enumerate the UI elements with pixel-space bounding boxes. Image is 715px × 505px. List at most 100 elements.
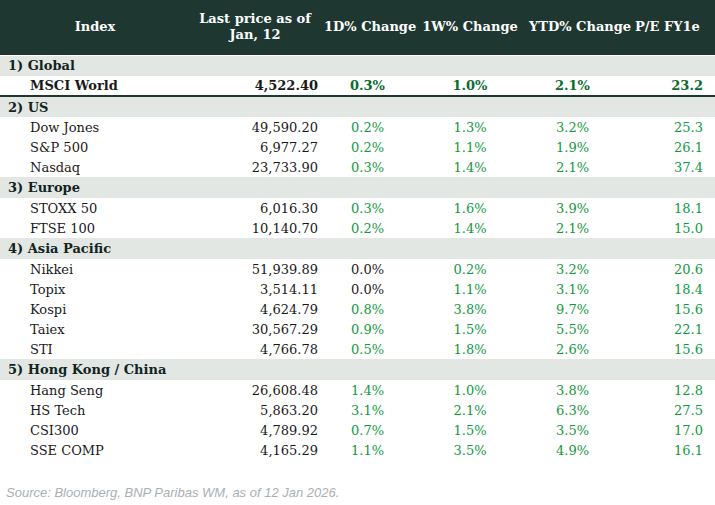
- last-price: 3,514.11: [190, 279, 320, 299]
- change-ytd: 3.5%: [525, 420, 620, 440]
- change-ytd: 2.1%: [525, 157, 620, 177]
- section-row: 5) Hong Kong / China: [0, 359, 715, 380]
- change-1w: 1.0%: [415, 380, 525, 400]
- change-ytd: 1.9%: [525, 137, 620, 157]
- index-name: S&P 500: [0, 137, 190, 157]
- last-price: 6,977.27: [190, 137, 320, 157]
- last-price: 26,608.48: [190, 380, 320, 400]
- column-header-ytd-change: YTD% Change: [525, 0, 620, 55]
- change-1w: 1.1%: [415, 279, 525, 299]
- pe-fy1e: 27.5: [620, 400, 715, 420]
- column-header-1w-change: 1W% Change: [415, 0, 525, 55]
- pe-fy1e: 15.6: [620, 299, 715, 319]
- column-header-last-price: Last price as of Jan, 12: [190, 0, 320, 55]
- index-name: MSCI World: [0, 76, 190, 96]
- change-1d: 0.0%: [320, 259, 415, 279]
- index-row: STOXX 506,016.300.3%1.6%3.9%18.1: [0, 198, 715, 218]
- change-1w: 1.0%: [415, 76, 525, 96]
- last-price: 4,165.29: [190, 440, 320, 460]
- pe-fy1e: 17.0: [620, 420, 715, 440]
- last-price: 4,789.92: [190, 420, 320, 440]
- section-label: 2) US: [0, 96, 715, 117]
- change-ytd: 6.3%: [525, 400, 620, 420]
- pe-fy1e: 18.1: [620, 198, 715, 218]
- change-1w: 3.8%: [415, 299, 525, 319]
- last-price: 30,567.29: [190, 319, 320, 339]
- index-row: Taiex30,567.290.9%1.5%5.5%22.1: [0, 319, 715, 339]
- change-1d: 3.1%: [320, 400, 415, 420]
- change-1d: 0.3%: [320, 198, 415, 218]
- change-1d: 0.9%: [320, 319, 415, 339]
- index-row: Nasdaq23,733.900.3%1.4%2.1%37.4: [0, 157, 715, 177]
- table-header: Index Last price as of Jan, 12 1D% Chang…: [0, 0, 715, 55]
- last-price: 4,624.79: [190, 299, 320, 319]
- index-name: FTSE 100: [0, 218, 190, 238]
- index-row: S&P 5006,977.270.2%1.1%1.9%26.1: [0, 137, 715, 157]
- equity-indices-report: Index Last price as of Jan, 12 1D% Chang…: [0, 0, 715, 505]
- change-1w: 2.1%: [415, 400, 525, 420]
- change-1d: 0.7%: [320, 420, 415, 440]
- change-ytd: 3.8%: [525, 380, 620, 400]
- section-label: 5) Hong Kong / China: [0, 359, 715, 380]
- column-header-1d-change: 1D% Change: [320, 0, 415, 55]
- pe-fy1e: 12.8: [620, 380, 715, 400]
- index-row: SSE COMP4,165.291.1%3.5%4.9%16.1: [0, 440, 715, 460]
- index-name: SSE COMP: [0, 440, 190, 460]
- index-name: Nikkei: [0, 259, 190, 279]
- index-name: Taiex: [0, 319, 190, 339]
- last-price: 23,733.90: [190, 157, 320, 177]
- change-1w: 0.2%: [415, 259, 525, 279]
- change-ytd: 9.7%: [525, 299, 620, 319]
- index-name: HS Tech: [0, 400, 190, 420]
- change-1d: 0.2%: [320, 218, 415, 238]
- change-ytd: 4.9%: [525, 440, 620, 460]
- change-1d: 0.2%: [320, 117, 415, 137]
- change-ytd: 3.2%: [525, 117, 620, 137]
- index-name: CSI300: [0, 420, 190, 440]
- change-ytd: 2.1%: [525, 218, 620, 238]
- index-row: Dow Jones49,590.200.2%1.3%3.2%25.3: [0, 117, 715, 137]
- pe-fy1e: 20.6: [620, 259, 715, 279]
- last-price: 6,016.30: [190, 198, 320, 218]
- change-1d: 0.2%: [320, 137, 415, 157]
- index-row: Hang Seng26,608.481.4%1.0%3.8%12.8: [0, 380, 715, 400]
- index-name: Topix: [0, 279, 190, 299]
- section-row: 2) US: [0, 96, 715, 117]
- change-1w: 1.1%: [415, 137, 525, 157]
- index-name: STOXX 50: [0, 198, 190, 218]
- pe-fy1e: 16.1: [620, 440, 715, 460]
- index-row: STI4,766.780.5%1.8%2.6%15.6: [0, 339, 715, 359]
- change-1w: 1.3%: [415, 117, 525, 137]
- last-price: 4,522.40: [190, 76, 320, 96]
- index-row: FTSE 10010,140.700.2%1.4%2.1%15.0: [0, 218, 715, 238]
- change-1w: 3.5%: [415, 440, 525, 460]
- last-price: 51,939.89: [190, 259, 320, 279]
- change-1d: 0.5%: [320, 339, 415, 359]
- change-1d: 0.0%: [320, 279, 415, 299]
- change-ytd: 3.9%: [525, 198, 620, 218]
- change-ytd: 2.1%: [525, 76, 620, 96]
- pe-fy1e: 23.2: [620, 76, 715, 96]
- index-row: Topix3,514.110.0%1.1%3.1%18.4: [0, 279, 715, 299]
- change-1w: 1.5%: [415, 319, 525, 339]
- change-ytd: 5.5%: [525, 319, 620, 339]
- change-1w: 1.6%: [415, 198, 525, 218]
- section-row: 1) Global: [0, 55, 715, 76]
- section-row: 3) Europe: [0, 177, 715, 198]
- source-note: Source: Bloomberg, BNP Paribas WM, as of…: [6, 485, 339, 500]
- index-row: Nikkei51,939.890.0%0.2%3.2%20.6: [0, 259, 715, 279]
- change-1w: 1.4%: [415, 157, 525, 177]
- pe-fy1e: 26.1: [620, 137, 715, 157]
- section-label: 1) Global: [0, 55, 715, 76]
- indices-table-body: 1) GlobalMSCI World4,522.400.3%1.0%2.1%2…: [0, 55, 715, 460]
- pe-fy1e: 18.4: [620, 279, 715, 299]
- section-row: 4) Asia Pacific: [0, 238, 715, 259]
- section-label: 3) Europe: [0, 177, 715, 198]
- section-label: 4) Asia Pacific: [0, 238, 715, 259]
- column-header-pe-fy1e: P/E FY1e: [620, 0, 715, 55]
- change-1d: 0.8%: [320, 299, 415, 319]
- pe-fy1e: 15.0: [620, 218, 715, 238]
- last-price: 49,590.20: [190, 117, 320, 137]
- change-1d: 0.3%: [320, 76, 415, 96]
- change-1w: 1.8%: [415, 339, 525, 359]
